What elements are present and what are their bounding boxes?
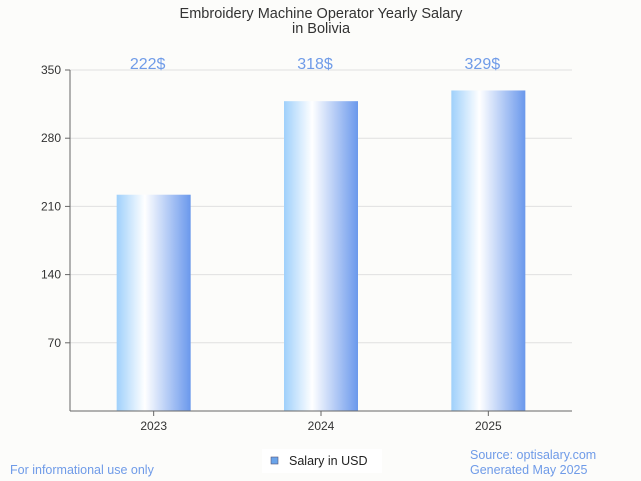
source-text: Source: optisalary.com — [470, 448, 597, 462]
x-tick-label: 2024 — [308, 419, 335, 433]
disclaimer-text: For informational use only — [10, 463, 154, 477]
data-label: 222$ — [130, 56, 166, 73]
legend-box — [262, 449, 382, 473]
y-tick-label: 210 — [41, 199, 61, 213]
bar-2025 — [451, 90, 526, 412]
generated-text: Generated May 2025 — [470, 463, 588, 477]
x-tick-label: 2023 — [140, 419, 167, 433]
legend-label[interactable]: Salary in USD — [289, 454, 368, 468]
data-label: 329$ — [465, 56, 501, 73]
x-tick-label: 2025 — [475, 419, 502, 433]
chart-title-line-1: Embroidery Machine Operator Yearly Salar… — [180, 6, 464, 22]
y-tick-label: 280 — [41, 131, 61, 145]
bar-2024 — [284, 101, 358, 412]
y-tick-label: 350 — [41, 63, 61, 77]
legend-swatch[interactable] — [270, 456, 279, 465]
y-tick-label: 140 — [41, 268, 61, 282]
y-tick-label: 70 — [48, 336, 62, 350]
bar-2023 — [116, 194, 191, 411]
data-label: 318$ — [297, 56, 333, 73]
chart-title-line-2: in Bolivia — [292, 21, 351, 37]
